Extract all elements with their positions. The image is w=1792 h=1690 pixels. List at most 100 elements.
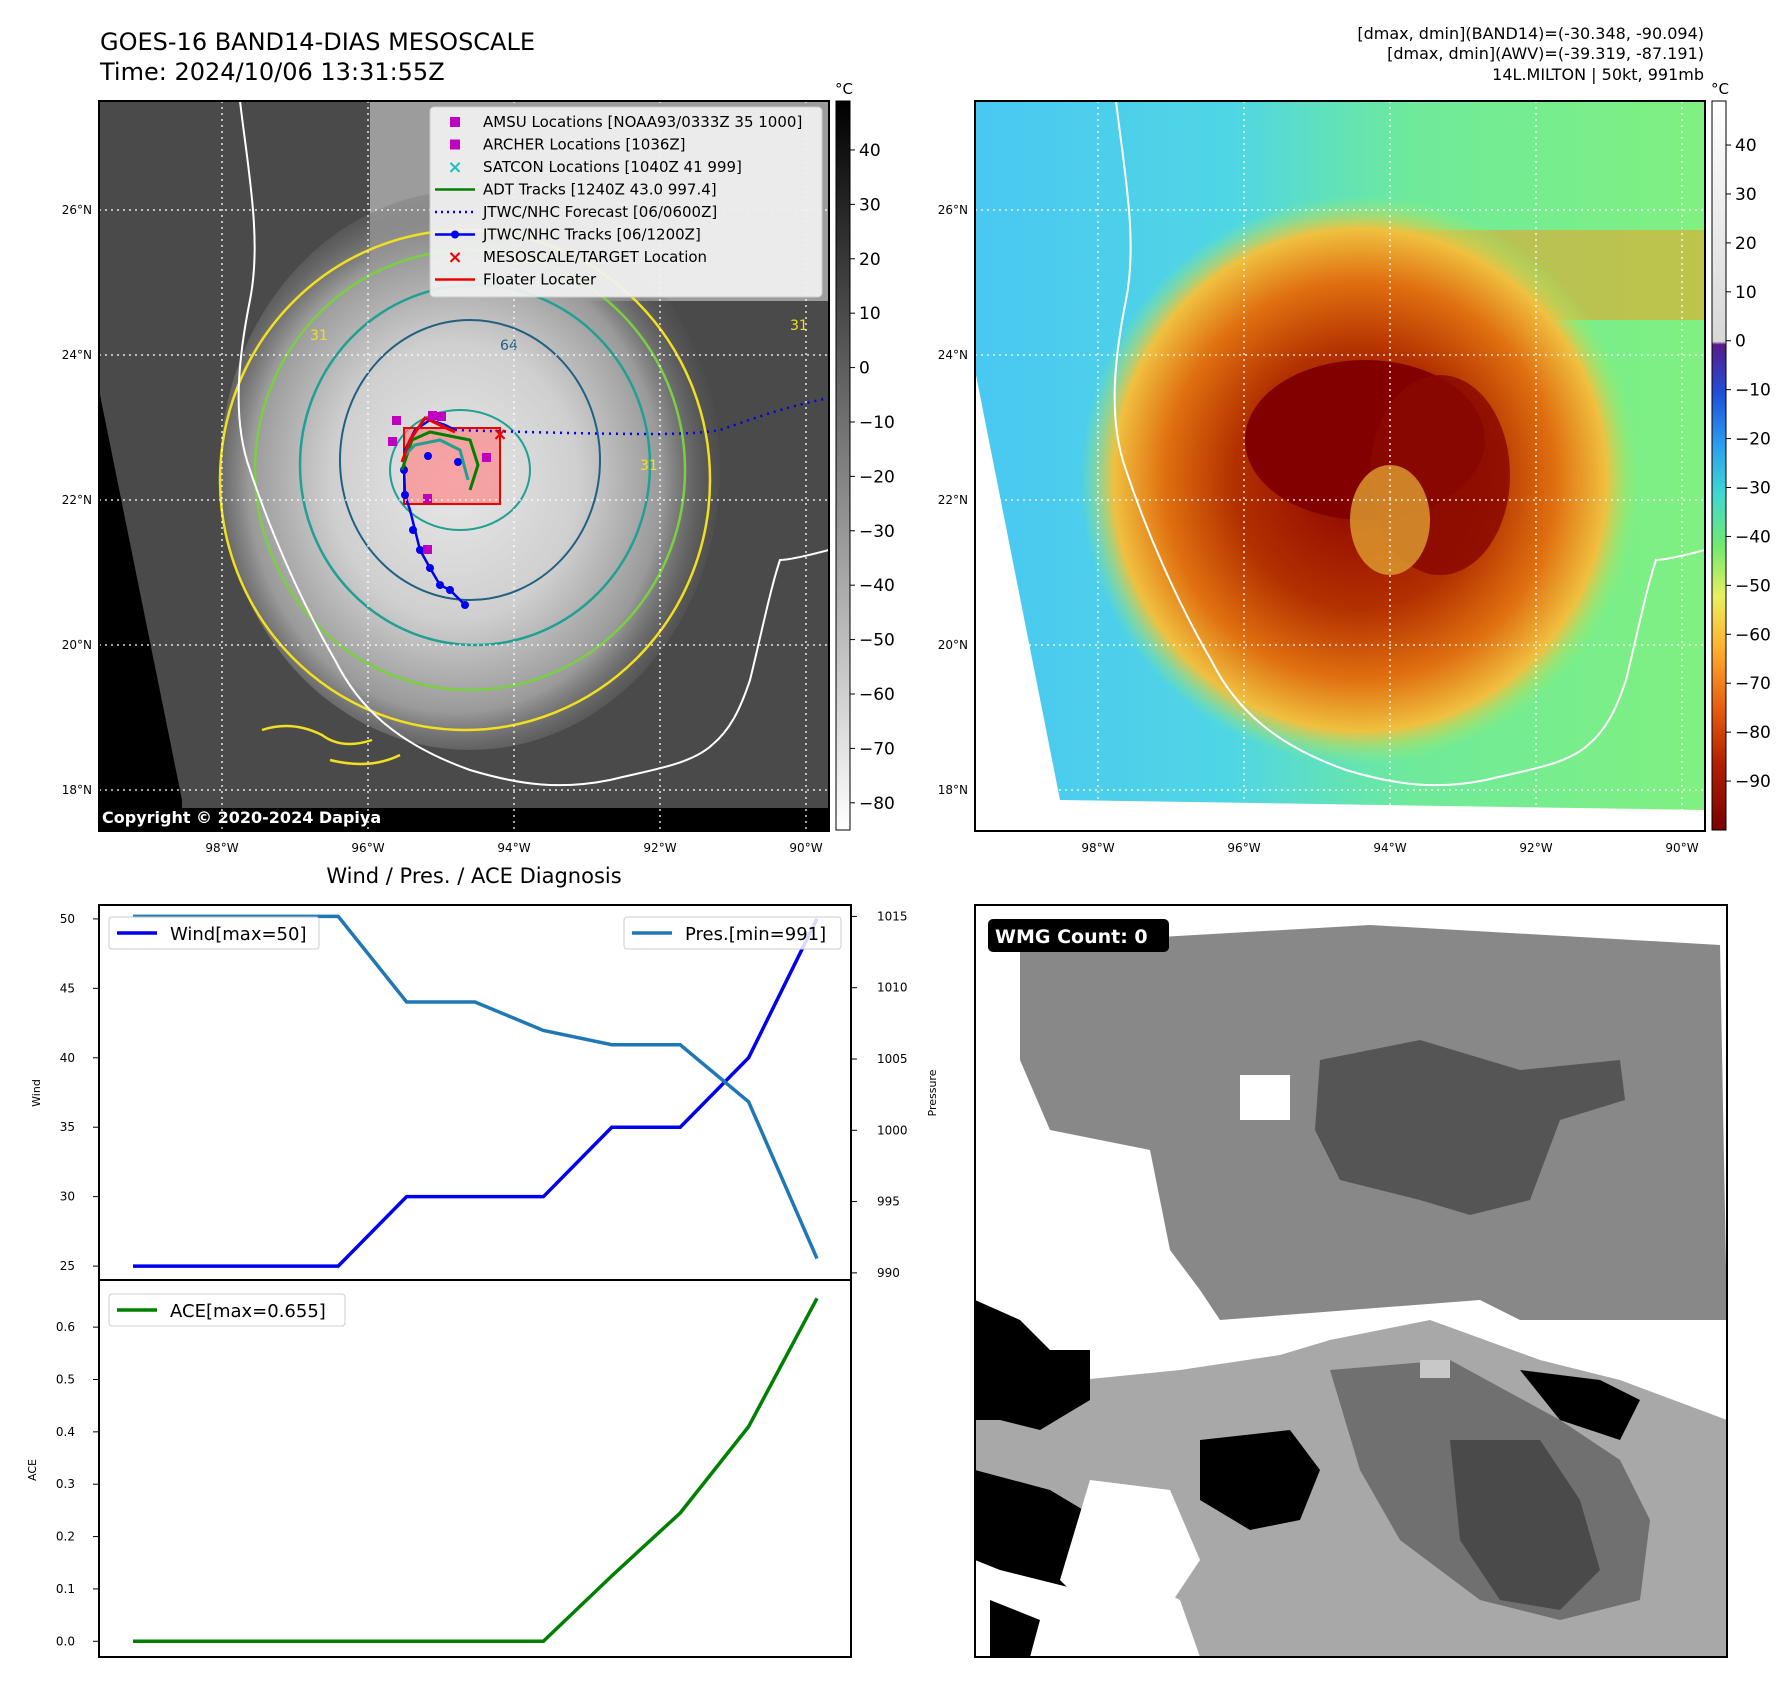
- lat-tick-label: 18°N: [62, 783, 92, 797]
- wind-legend-label: Wind[max=50]: [170, 924, 307, 945]
- ace-tick-label: 0.0: [56, 1634, 75, 1648]
- colorbar-tick-label: 10: [859, 304, 881, 324]
- panel-wmg-frame: [974, 904, 1728, 1658]
- amsu-archer-markers: [388, 411, 491, 554]
- colorbar-tick-label: 30: [1735, 185, 1757, 205]
- colorbar-tick-label: −60: [859, 685, 895, 705]
- legend-entry: ADT Tracks [1240Z 43.0 997.4]: [435, 181, 717, 199]
- panel-ir-frame: [98, 100, 830, 832]
- coastline-gulf: [237, 101, 829, 787]
- wmg-white-lower: [1060, 1480, 1200, 1620]
- target-marker: ×: [492, 424, 507, 445]
- legend-label: SATCON Locations [1040Z 41 999]: [483, 158, 742, 176]
- ace-frame: [98, 1279, 852, 1658]
- colorbar-tick-label: −10: [859, 413, 895, 433]
- legend-label: JTWC/NHC Tracks [06/1200Z]: [482, 226, 701, 244]
- ace-tick-label: 0.2: [56, 1530, 75, 1544]
- panel-wmg: WMG Count: 0: [974, 904, 1728, 1658]
- panel-color-frame: [974, 100, 1706, 832]
- legend-x-marker: ×: [447, 247, 462, 268]
- wind-axis-label: Wind: [30, 1079, 43, 1107]
- colorbar-tick-label: 10: [1735, 283, 1757, 303]
- colorbar-tick-label: −30: [1735, 479, 1771, 499]
- colorbar-tick-label: 20: [859, 250, 881, 270]
- contour-inner: [389, 409, 531, 531]
- colorbar-tick-label: −40: [859, 576, 895, 596]
- ace-tick-label: 0.4: [56, 1425, 75, 1439]
- colorbar-tick-label: 40: [1735, 136, 1757, 156]
- colorbar-tick-label: 0: [1735, 332, 1746, 352]
- wind-tick-label: 25: [60, 1259, 75, 1273]
- legend-label: JTWC/NHC Forecast [06/0600Z]: [482, 203, 717, 221]
- colorbar-tick-label: −20: [1735, 430, 1771, 450]
- pressure-axis-label: Pressure: [926, 1069, 939, 1116]
- ace-tick-label: 0.5: [56, 1372, 75, 1386]
- lon-tick-label: 94°W: [1373, 841, 1406, 855]
- colorbar-tick-label: 0: [859, 359, 870, 379]
- colorbar-tick-label: −20: [859, 467, 895, 487]
- legend-entry: JTWC/NHC Tracks [06/1200Z]: [435, 226, 701, 244]
- lon-labels-left: 98°W 96°W 94°W 92°W 90°W: [205, 841, 822, 855]
- contour-label-31b: 31: [790, 318, 808, 334]
- colorbar-tick-label: −50: [859, 631, 895, 651]
- lat-tick-label: 26°N: [938, 203, 968, 217]
- lon-tick-label: 96°W: [351, 841, 384, 855]
- lat-tick-label: 18°N: [938, 783, 968, 797]
- colorbar-gray-unit: °C: [835, 80, 853, 98]
- pressure-tick-label: 995: [877, 1195, 900, 1209]
- legend-label: Floater Locater: [483, 271, 597, 289]
- storm-summary-text: 14L.MILTON | 50kt, 991mb: [1492, 65, 1704, 84]
- wmg-dark-region: [1315, 1040, 1625, 1215]
- legend-label: MESOSCALE/TARGET Location: [483, 248, 707, 266]
- lon-labels-right: 98°W 96°W 94°W 92°W 90°W: [1081, 841, 1698, 855]
- lon-tick-label: 92°W: [1519, 841, 1552, 855]
- lat-labels-right: 26°N 24°N 22°N 20°N 18°N: [938, 203, 968, 797]
- pressure-tick-label: 1000: [877, 1123, 908, 1137]
- lat-tick-label: 24°N: [62, 348, 92, 362]
- wmg-white-notch: [1240, 1075, 1290, 1120]
- wmg-dark-core: [1450, 1440, 1600, 1610]
- lon-tick-label: 90°W: [789, 841, 822, 855]
- color-graticule: [975, 101, 1705, 831]
- floater-box: [403, 427, 501, 505]
- ace-tick-label: 0.3: [56, 1477, 75, 1491]
- dmax-band14-text: [dmax, dmin](BAND14)=(-30.348, -90.094): [1357, 24, 1704, 43]
- ace-series-line: [133, 1297, 819, 1644]
- colorbar-tick-label: −90: [1735, 772, 1771, 792]
- pressure-legend: Pres.[min=991]: [623, 916, 842, 950]
- colorbar-tick-label: −50: [1735, 576, 1771, 596]
- ace-tick-label: 0.1: [56, 1582, 75, 1596]
- wind-tick-label: 50: [60, 912, 75, 926]
- pressure-series-line: [133, 914, 819, 1260]
- pressure-tick-label: 1015: [877, 909, 908, 923]
- main-title: GOES-16 BAND14-DIAS MESOSCALE: [100, 28, 535, 56]
- colorbar-tick-label: −70: [859, 739, 895, 759]
- colorbar-tick-label: 40: [859, 141, 881, 161]
- legend-square-marker: [450, 139, 460, 150]
- diagnosis-title: Wind / Pres. / ACE Diagnosis: [326, 864, 621, 888]
- contour-yellow-bottom: [261, 724, 401, 766]
- colorbar-color-unit: °C: [1711, 80, 1729, 98]
- lon-tick-label: 90°W: [1665, 841, 1698, 855]
- pressure-tick-label: 1010: [877, 981, 908, 995]
- ace-legend-label: ACE[max=0.655]: [170, 1301, 326, 1322]
- colorbar-tick-label: −40: [1735, 527, 1771, 547]
- colorbar-tick-label: 30: [859, 195, 881, 215]
- lon-tick-label: 92°W: [643, 841, 676, 855]
- panel-diagnosis: Wind / Pres. / ACE Diagnosis 25 30 35 40 45 5…: [26, 864, 939, 1658]
- legend-entry: ARCHER Locations [1036Z]: [450, 136, 686, 154]
- contour-blue: [339, 319, 601, 601]
- legend-label: ARCHER Locations [1036Z]: [483, 136, 686, 154]
- colorbar-tick-label: −80: [859, 794, 895, 814]
- contour-label-31a: 31: [640, 458, 658, 474]
- colorbar-tick-label: −70: [1735, 674, 1771, 694]
- wmg-badge-text: WMG Count: 0: [995, 926, 1148, 948]
- colorbar-tick-label: −10: [1735, 381, 1771, 401]
- ace-legend: ACE[max=0.655]: [108, 1293, 346, 1327]
- colorbar-tick-label: 20: [1735, 234, 1757, 254]
- legend-x-marker: ×: [447, 157, 462, 178]
- lat-tick-label: 22°N: [938, 493, 968, 507]
- lat-tick-label: 24°N: [938, 348, 968, 362]
- lat-tick-label: 20°N: [62, 638, 92, 652]
